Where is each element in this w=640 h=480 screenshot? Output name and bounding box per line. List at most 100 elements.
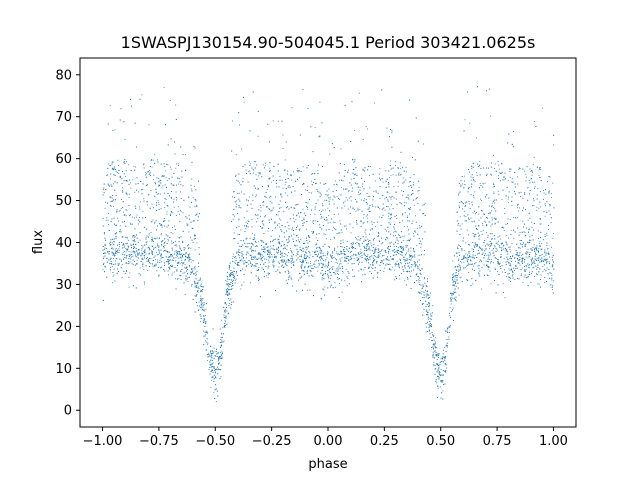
data-point-1568 — [375, 247, 377, 249]
data-point-454 — [491, 238, 493, 240]
data-point-692 — [428, 309, 430, 311]
data-point-1432 — [508, 273, 510, 274]
data-point-4835 — [203, 302, 205, 304]
data-point-4622 — [437, 375, 438, 377]
data-point-4872 — [501, 163, 503, 165]
data-point-962 — [381, 249, 383, 251]
data-point-1512 — [104, 243, 106, 245]
data-point-277 — [358, 244, 360, 246]
data-point-1583 — [277, 120, 279, 122]
data-point-360 — [546, 244, 548, 246]
data-point-4757 — [269, 162, 271, 164]
data-point-4332 — [287, 258, 289, 260]
data-point-45 — [158, 178, 160, 179]
data-point-653 — [352, 241, 354, 243]
data-point-1567 — [297, 251, 299, 252]
data-point-91 — [427, 311, 429, 313]
data-point-4303 — [118, 263, 120, 265]
data-point-681 — [466, 258, 468, 260]
data-point-1384 — [263, 255, 265, 257]
data-point-4984 — [153, 247, 155, 249]
data-point-4216 — [256, 269, 258, 271]
data-point-742 — [187, 281, 189, 282]
data-point-4308 — [257, 270, 259, 271]
data-point-4828 — [139, 98, 141, 100]
data-point-4864 — [277, 247, 279, 249]
data-point-1045 — [363, 214, 365, 216]
data-point-4630 — [439, 380, 441, 382]
data-point-393 — [264, 196, 265, 198]
data-point-4442 — [328, 214, 330, 216]
data-point-1227 — [339, 282, 341, 284]
data-point-354 — [485, 248, 487, 249]
data-point-137 — [269, 248, 271, 250]
data-point-848 — [452, 278, 454, 280]
data-point-1561 — [301, 265, 303, 267]
data-point-1635 — [493, 206, 494, 208]
data-point-1357 — [482, 224, 484, 226]
data-point-4292 — [287, 261, 289, 263]
data-point-4364 — [293, 171, 294, 173]
data-point-1144 — [534, 181, 536, 183]
data-point-580 — [550, 193, 552, 195]
data-point-4624 — [254, 250, 256, 252]
data-point-4419 — [478, 213, 480, 215]
data-point-467 — [540, 168, 542, 170]
data-point-4158 — [509, 249, 511, 250]
data-point-1318 — [534, 186, 536, 188]
data-point-4915 — [261, 267, 263, 269]
data-point-760 — [549, 190, 550, 192]
data-point-878 — [270, 235, 272, 237]
data-point-4156 — [110, 201, 112, 203]
data-point-1594 — [200, 303, 202, 305]
data-point-4582 — [471, 165, 473, 167]
data-point-4380 — [521, 267, 523, 269]
data-point-4384 — [374, 249, 376, 251]
data-point-4596 — [165, 250, 167, 252]
data-point-4866 — [442, 370, 444, 372]
data-point-235 — [205, 330, 207, 332]
data-point-293 — [347, 208, 349, 210]
data-point-4241 — [335, 190, 337, 191]
data-point-4286 — [365, 233, 367, 235]
data-point-578 — [382, 260, 383, 262]
data-point-1551 — [240, 259, 242, 261]
data-point-1380 — [375, 255, 377, 257]
data-point-1410 — [450, 299, 452, 301]
data-point-1392 — [238, 192, 240, 194]
data-point-1310 — [551, 256, 553, 258]
data-point-971 — [255, 256, 257, 258]
data-point-4272 — [116, 211, 118, 213]
data-point-1259 — [104, 201, 106, 203]
data-point-1188 — [344, 205, 346, 207]
data-point-1034 — [412, 220, 414, 222]
data-point-1292 — [135, 166, 136, 168]
data-point-13 — [152, 219, 154, 221]
data-point-4377 — [272, 120, 274, 122]
data-point-601 — [195, 275, 197, 277]
data-point-4412 — [278, 250, 279, 251]
data-point-134 — [308, 192, 310, 194]
data-point-4847 — [168, 178, 170, 180]
data-point-296 — [264, 165, 266, 167]
data-point-395 — [302, 259, 304, 261]
data-point-4720 — [124, 220, 125, 222]
data-point-4352 — [281, 265, 283, 267]
data-point-67 — [473, 162, 475, 164]
data-point-794 — [151, 239, 152, 240]
data-point-4605 — [361, 281, 363, 283]
data-point-4333 — [532, 258, 533, 260]
data-point-86 — [329, 196, 331, 198]
data-point-4641 — [401, 254, 403, 256]
data-point-533 — [445, 356, 447, 358]
data-point-1192 — [459, 216, 461, 218]
data-point-512 — [498, 172, 500, 174]
data-point-1204 — [522, 257, 524, 259]
data-point-423 — [269, 245, 271, 247]
data-point-1532 — [454, 274, 456, 276]
data-point-1004 — [295, 255, 297, 257]
data-point-1022 — [342, 241, 344, 243]
data-point-1299 — [167, 179, 169, 181]
data-point-1052 — [128, 193, 130, 195]
data-point-1233 — [352, 276, 354, 278]
